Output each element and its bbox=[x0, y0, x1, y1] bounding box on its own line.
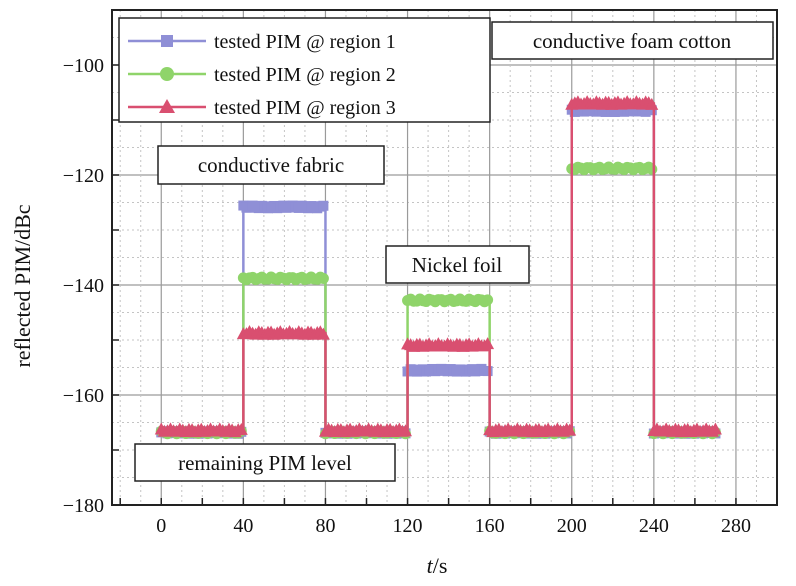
y-tick-label: −180 bbox=[63, 495, 104, 517]
x-axis-title-variable: t bbox=[427, 553, 434, 578]
legend-triangle-marker bbox=[159, 99, 175, 113]
annotation-foam-text: conductive foam cotton bbox=[533, 29, 732, 53]
annotation-remaining-box bbox=[134, 443, 396, 482]
x-tick-label: 240 bbox=[639, 515, 669, 537]
annotation-nickel-box bbox=[385, 245, 530, 284]
series-layer bbox=[154, 95, 722, 440]
legend: tested PIM @ region 1 tested PIM @ regio… bbox=[118, 17, 491, 123]
legend-label-region-2: tested PIM @ region 2 bbox=[214, 64, 396, 86]
annotation-nickel: Nickel foil bbox=[385, 245, 530, 284]
x-tick-label: 160 bbox=[475, 515, 505, 537]
legend-box bbox=[118, 17, 491, 123]
legend-square-marker bbox=[161, 35, 173, 47]
x-axis-title: t/s bbox=[427, 553, 448, 578]
x-tick-label: 0 bbox=[156, 515, 166, 537]
annotation-foam-box bbox=[491, 21, 774, 60]
y-tick-label: −100 bbox=[63, 55, 104, 77]
tick-layer: 0 40 80 120 160 200 240 280 −100 −120 −140 −160 −180 bbox=[63, 9, 778, 537]
y-tick-label: −140 bbox=[63, 275, 104, 297]
data-point bbox=[318, 200, 329, 211]
data-point bbox=[645, 97, 659, 110]
annotation-fabric-box bbox=[157, 145, 385, 185]
data-point bbox=[482, 366, 493, 377]
data-point bbox=[482, 294, 494, 306]
legend-label-region-3: tested PIM @ region 3 bbox=[214, 97, 396, 119]
y-axis-title: reflected PIM/dBc bbox=[10, 204, 35, 367]
x-axis-title-unit: /s bbox=[433, 553, 448, 578]
data-point bbox=[234, 422, 248, 435]
x-tick-label: 120 bbox=[393, 515, 423, 537]
x-tick-label: 280 bbox=[721, 515, 751, 537]
series-region-3 bbox=[154, 95, 722, 438]
data-point bbox=[646, 105, 657, 116]
data-point bbox=[563, 423, 577, 436]
annotation-foam: conductive foam cotton bbox=[491, 21, 774, 60]
y-tick-label: −120 bbox=[63, 165, 104, 187]
y-tick-label: −160 bbox=[63, 385, 104, 407]
data-point bbox=[481, 337, 495, 350]
annotation-remaining-text: remaining PIM level bbox=[178, 451, 352, 475]
annotation-nickel-text: Nickel foil bbox=[412, 253, 503, 277]
x-tick-label: 200 bbox=[557, 515, 587, 537]
data-point bbox=[316, 327, 330, 340]
data-point bbox=[317, 272, 329, 284]
x-tick-label: 40 bbox=[233, 515, 253, 537]
annotation-fabric: conductive fabric bbox=[157, 145, 385, 185]
annotation-remaining: remaining PIM level bbox=[134, 443, 396, 482]
legend-circle-marker bbox=[160, 67, 174, 81]
legend-entry-region-1: tested PIM @ region 1 bbox=[128, 31, 396, 53]
legend-label-region-1: tested PIM @ region 1 bbox=[214, 31, 396, 53]
legend-entry-region-3: tested PIM @ region 3 bbox=[128, 97, 396, 119]
plot-frame bbox=[111, 9, 778, 506]
annotation-fabric-text: conductive fabric bbox=[198, 153, 344, 177]
data-point bbox=[646, 163, 658, 175]
legend-entry-region-2: tested PIM @ region 2 bbox=[128, 64, 396, 86]
x-tick-label: 80 bbox=[315, 515, 335, 537]
data-point bbox=[399, 424, 413, 437]
data-point bbox=[708, 422, 722, 435]
